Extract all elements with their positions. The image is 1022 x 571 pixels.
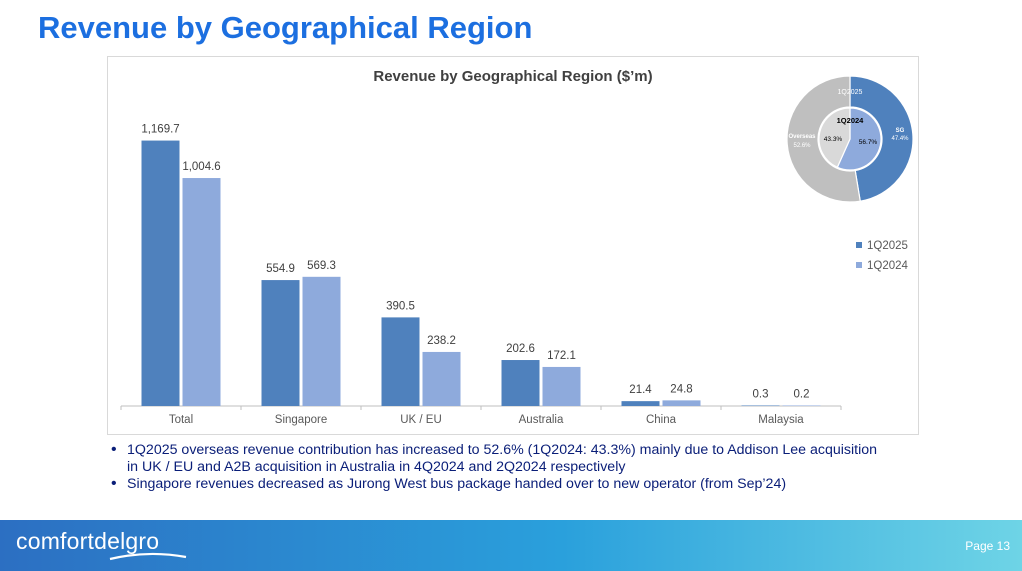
bullet-overseas-contribution: 1Q2025 overseas revenue contribution has… xyxy=(111,441,891,476)
bullet-singapore-revenue: Singapore revenues decreased as Jurong W… xyxy=(111,475,891,493)
chart-title: Revenue by Geographical Region ($’m) xyxy=(373,68,652,85)
data-label-1q2024-5: 0.2 xyxy=(794,389,810,401)
bar-1q2024-2 xyxy=(422,351,461,406)
inner-ring-label: 1Q2024 xyxy=(837,116,865,125)
data-label-1q2024-0: 1,004.6 xyxy=(182,161,220,173)
bar-1q2025-5 xyxy=(741,405,780,406)
bar-1q2024-0 xyxy=(182,178,221,406)
x-tick-label-china: China xyxy=(646,414,677,426)
outer-overseas-name: Overseas xyxy=(788,134,816,140)
bar-1q2024-4 xyxy=(662,400,701,406)
outer-sg-name: SG xyxy=(896,128,905,134)
inner-sg-value: 56.7% xyxy=(859,139,878,146)
inner-overseas-value: 43.3% xyxy=(824,136,843,143)
revenue-chart: Revenue by Geographical Region ($’m) Tota… xyxy=(120,68,914,426)
data-label-1q2025-3: 202.6 xyxy=(506,343,535,355)
bar-1q2025-0 xyxy=(141,140,180,406)
legend-label-1q2024: 1Q2024 xyxy=(867,260,909,272)
inner-ring-slice-overseas xyxy=(818,107,851,169)
outer-sg-value: 47.4% xyxy=(891,136,909,142)
inner-ring-slice-sg xyxy=(836,107,882,171)
x-tick-label-uk-eu: UK / EU xyxy=(400,414,442,426)
data-label-1q2025-5: 0.3 xyxy=(753,389,769,401)
legend-swatch-1q2025 xyxy=(856,242,862,248)
data-label-1q2025-2: 390.5 xyxy=(386,300,415,312)
data-label-1q2025-0: 1,169.7 xyxy=(141,124,179,136)
footer-band: comfortdelgro Page 13 xyxy=(0,520,1022,571)
data-label-1q2025-1: 554.9 xyxy=(266,263,295,275)
bar-1q2024-1 xyxy=(302,276,341,406)
x-tick-label-total: Total xyxy=(169,414,193,426)
data-label-1q2024-2: 238.2 xyxy=(427,335,456,347)
data-label-1q2024-3: 172.1 xyxy=(547,350,576,362)
page-title: Revenue by Geographical Region xyxy=(38,10,533,45)
outer-ring-slice-overseas xyxy=(786,75,861,203)
bar-1q2025-2 xyxy=(381,317,420,406)
bar-1q2024-3 xyxy=(542,366,581,406)
outer-overseas-value: 52.6% xyxy=(793,143,811,149)
logo-swoosh-icon xyxy=(109,552,187,561)
chart-frame: Revenue by Geographical Region ($’m) Tota… xyxy=(107,56,919,435)
x-tick-label-malaysia: Malaysia xyxy=(758,414,804,426)
data-label-1q2024-1: 569.3 xyxy=(307,260,336,272)
bar-1q2025-1 xyxy=(261,280,300,406)
outer-ring-slice-sg xyxy=(849,75,914,202)
bar-1q2024-5 xyxy=(782,405,821,406)
x-tick-label-australia: Australia xyxy=(519,414,564,426)
x-tick-label-singapore: Singapore xyxy=(275,414,327,426)
bullet-list: 1Q2025 overseas revenue contribution has… xyxy=(111,441,891,493)
outer-ring-label: 1Q2025 xyxy=(838,89,863,96)
bar-1q2025-3 xyxy=(501,360,540,406)
bar-1q2025-4 xyxy=(621,401,660,406)
company-logo: comfortdelgro xyxy=(16,528,160,554)
data-label-1q2025-4: 21.4 xyxy=(629,384,652,396)
legend-swatch-1q2024 xyxy=(856,262,862,268)
data-label-1q2024-4: 24.8 xyxy=(670,383,692,395)
legend-label-1q2025: 1Q2025 xyxy=(867,240,908,252)
page-number: Page 13 xyxy=(965,539,1010,553)
